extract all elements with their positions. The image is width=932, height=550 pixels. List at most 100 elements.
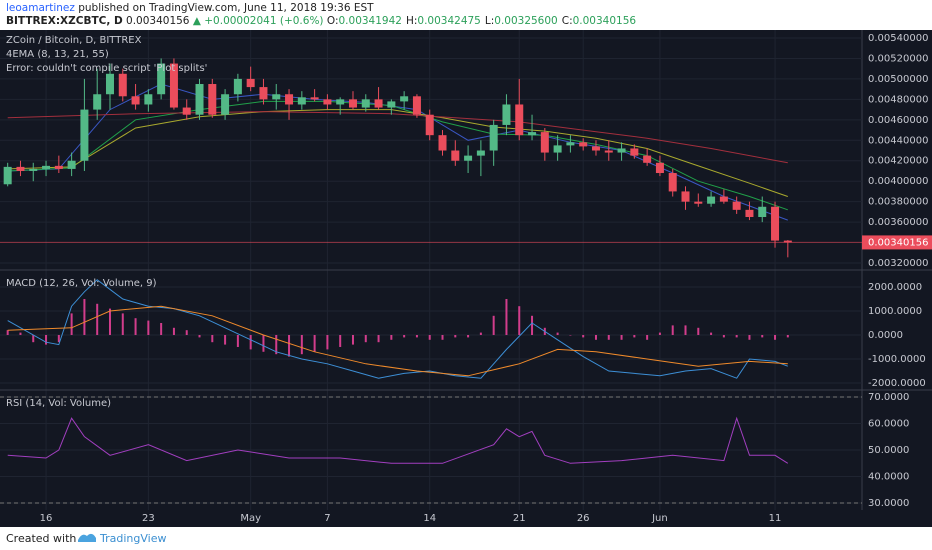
- created: Created with: [6, 532, 77, 545]
- histogram-bar: [761, 334, 764, 338]
- candle-body: [233, 78, 242, 95]
- candle-body: [93, 94, 102, 110]
- x-tick-label: 7: [324, 513, 330, 524]
- candle-body: [771, 206, 780, 241]
- histogram-bar: [364, 334, 367, 343]
- header: leoamartinez published on TradingView.co…: [0, 0, 932, 30]
- histogram-bar: [288, 334, 291, 357]
- histogram-bar: [211, 334, 214, 343]
- candle-body: [668, 173, 677, 192]
- candle-body: [3, 166, 12, 185]
- candle-body: [157, 63, 166, 95]
- last-price-label: 0.00340156: [868, 237, 928, 248]
- histogram-bar: [147, 320, 150, 335]
- y-tick-label: 0.00540000: [868, 33, 928, 44]
- histogram-bar: [441, 334, 444, 340]
- indicator-line: [7, 100, 788, 211]
- histogram-bar: [582, 334, 585, 338]
- candle-body: [604, 150, 613, 153]
- histogram-bar: [646, 334, 649, 340]
- candle-body: [630, 148, 639, 156]
- histogram-bar: [531, 315, 534, 335]
- candle-body: [195, 84, 204, 115]
- y-tick-label: 40.0000: [868, 472, 909, 483]
- y-tick-label: 60.0000: [868, 418, 909, 429]
- candle-body: [655, 162, 664, 174]
- y-tick-label: 50.0000: [868, 445, 909, 456]
- ohlc-value: 0.00342475: [417, 15, 481, 27]
- y-tick-label: -1000.0000: [868, 354, 926, 365]
- candle-body: [285, 94, 294, 105]
- candle-body: [643, 155, 652, 163]
- histogram-bar: [70, 313, 73, 335]
- histogram-bar: [96, 303, 99, 335]
- candle-body: [515, 104, 524, 136]
- candle-body: [528, 132, 537, 136]
- candle-body: [476, 150, 485, 156]
- brand[interactable]: TradingView: [100, 532, 167, 545]
- histogram-bar: [224, 334, 227, 345]
- histogram-bar: [620, 334, 623, 340]
- histogram-bar: [326, 334, 329, 350]
- histogram-bar: [479, 332, 482, 335]
- candle-body: [80, 109, 89, 161]
- candle-body: [579, 142, 588, 147]
- histogram-bar: [633, 334, 636, 338]
- y-tick-label: 0.00400000: [868, 176, 928, 187]
- y-tick-label: 0.00380000: [868, 197, 928, 208]
- y-tick-label: -2000.0000: [868, 378, 926, 389]
- candle-body: [707, 196, 716, 204]
- candle-body: [246, 78, 255, 88]
- y-tick-label: 0.00420000: [868, 156, 928, 167]
- histogram-bar: [32, 334, 35, 343]
- x-tick-label: 21: [513, 513, 526, 524]
- histogram-bar: [467, 334, 470, 338]
- background: [0, 30, 932, 527]
- candle-body: [502, 104, 511, 125]
- candle-body: [42, 165, 51, 169]
- candle-body: [617, 148, 626, 153]
- histogram-bar: [658, 332, 661, 335]
- histogram-bar: [684, 325, 687, 335]
- ohlc-value: 0.00325600: [494, 15, 558, 27]
- ohlc-label: H:: [405, 15, 418, 27]
- y-tick-label: 0.00480000: [868, 94, 928, 105]
- indicator-line: [7, 416, 789, 464]
- candle-body: [412, 96, 421, 115]
- candle-body: [297, 97, 306, 105]
- histogram-bar: [172, 327, 175, 335]
- panel-subtitle: 4EMA (8, 13, 21, 55): [6, 49, 109, 60]
- histogram-bar: [6, 330, 9, 335]
- candle-body: [54, 165, 63, 169]
- histogram-bar: [671, 325, 674, 335]
- histogram-bar: [351, 334, 354, 345]
- panel-title: RSI (14, Vol: Volume): [6, 398, 111, 409]
- candle-body: [29, 168, 38, 171]
- candle-body: [259, 87, 268, 100]
- x-tick-label: Jun: [651, 513, 668, 524]
- histogram-bar: [108, 308, 111, 335]
- candle-body: [681, 191, 690, 202]
- indicator-line: [7, 305, 788, 377]
- x-tick-label: 14: [423, 513, 436, 524]
- indicator-line: [7, 279, 788, 379]
- y-tick-label: 2000.0000: [868, 282, 922, 293]
- candle-body: [464, 155, 473, 161]
- ohlc-value: 0.00341942: [338, 15, 402, 27]
- ohlc-label: C:: [561, 15, 573, 27]
- histogram-bar: [748, 334, 751, 340]
- author[interactable]: leoamartinez: [6, 2, 75, 14]
- histogram-bar: [607, 334, 610, 340]
- y-tick-label: 0.00360000: [868, 217, 928, 228]
- histogram-bar: [57, 334, 60, 343]
- candle-body: [348, 99, 357, 108]
- candle-body: [182, 107, 191, 115]
- candle-body: [566, 142, 575, 146]
- candle-body: [131, 96, 140, 105]
- candle-body: [387, 101, 396, 108]
- histogram-bar: [313, 334, 316, 352]
- footer: Created with TradingView: [0, 527, 932, 550]
- histogram-bar: [505, 298, 508, 335]
- histogram-bar: [300, 334, 303, 355]
- logo: [78, 533, 96, 542]
